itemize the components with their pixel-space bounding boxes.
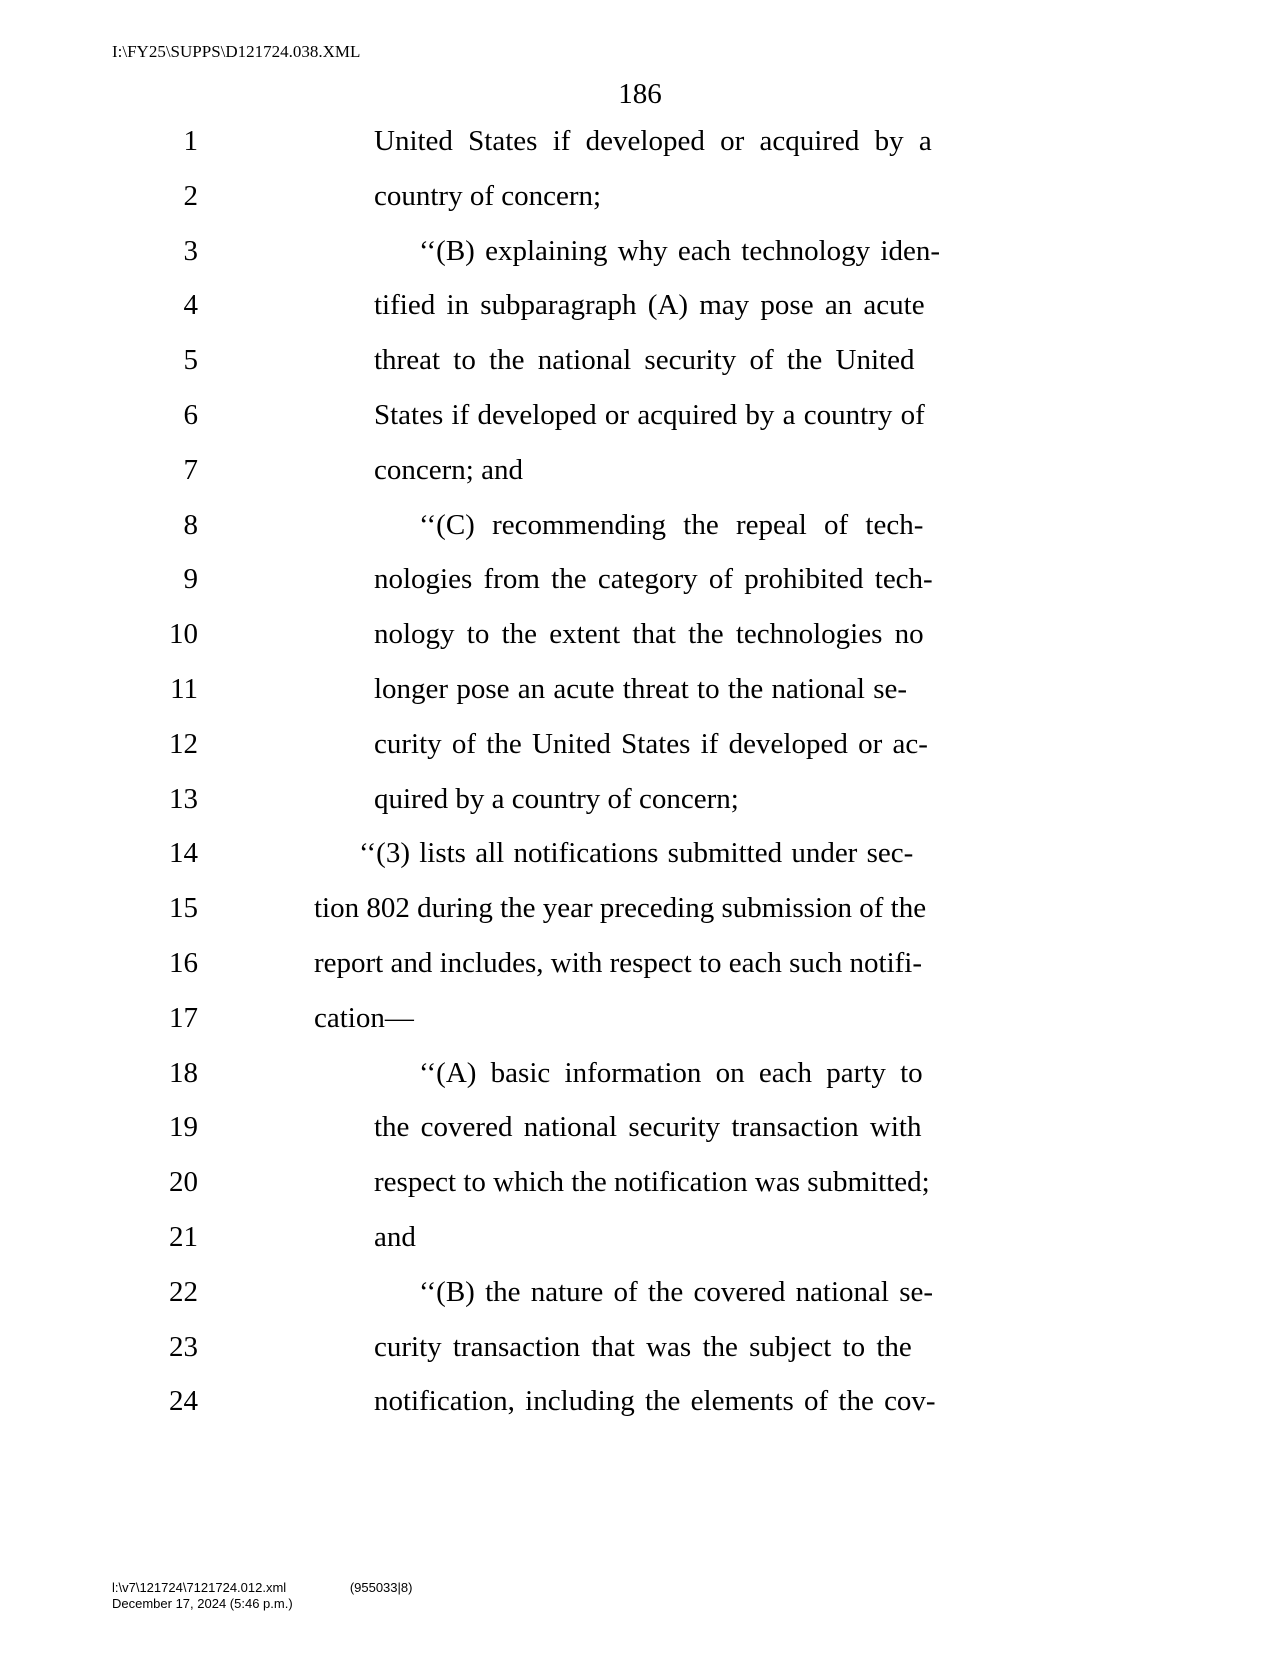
page-number: 186 <box>0 78 1280 111</box>
line-text: nology to the extent that the technologi… <box>244 618 998 651</box>
line-text: curity transaction that was the subject … <box>244 1331 998 1364</box>
line-text: ‘‘(B) the nature of the covered national… <box>244 1276 998 1309</box>
footer-path: l:\v7\121724\7121724.012.xml <box>112 1580 286 1595</box>
line-number: 18 <box>128 1057 244 1090</box>
bill-line: 20respect to which the notification was … <box>128 1166 998 1221</box>
footer-meta: (955033|8) <box>350 1580 413 1596</box>
bill-line: 15tion 802 during the year preceding sub… <box>128 892 998 947</box>
line-number: 9 <box>128 563 244 596</box>
bill-line: 23curity transaction that was the subjec… <box>128 1331 998 1386</box>
line-text: ‘‘(3) lists all notifications submitted … <box>244 837 998 870</box>
line-text: cation— <box>244 1002 998 1035</box>
line-number: 12 <box>128 728 244 761</box>
line-text: States if developed or acquired by a cou… <box>244 399 998 432</box>
bill-line: 18‘‘(A) basic information on each party … <box>128 1057 998 1112</box>
line-number: 3 <box>128 235 244 268</box>
bill-line: 3‘‘(B) explaining why each technology id… <box>128 235 998 290</box>
bill-line: 4tified in subparagraph (A) may pose an … <box>128 289 998 344</box>
line-text: the covered national security transactio… <box>244 1111 998 1144</box>
line-number: 23 <box>128 1331 244 1364</box>
line-number: 6 <box>128 399 244 432</box>
line-text: curity of the United States if developed… <box>244 728 998 761</box>
bill-line: 6States if developed or acquired by a co… <box>128 399 998 454</box>
line-text: ‘‘(B) explaining why each technology ide… <box>244 235 998 268</box>
line-number: 5 <box>128 344 244 377</box>
line-text: country of concern; <box>244 180 998 213</box>
line-number: 8 <box>128 509 244 542</box>
line-number: 7 <box>128 454 244 487</box>
line-text: quired by a country of concern; <box>244 783 998 816</box>
bill-line: 7concern; and <box>128 454 998 509</box>
line-number: 19 <box>128 1111 244 1144</box>
line-number: 11 <box>128 673 244 706</box>
line-text: concern; and <box>244 454 998 487</box>
bill-line: 14‘‘(3) lists all notifications submitte… <box>128 837 998 892</box>
bill-line: 10nology to the extent that the technolo… <box>128 618 998 673</box>
bill-line: 5threat to the national security of the … <box>128 344 998 399</box>
bill-line: 17cation— <box>128 1002 998 1057</box>
bill-line: 12curity of the United States if develop… <box>128 728 998 783</box>
line-number: 1 <box>128 125 244 158</box>
bill-line: 1United States if developed or acquired … <box>128 125 998 180</box>
line-number: 10 <box>128 618 244 651</box>
line-text: ‘‘(A) basic information on each party to <box>244 1057 998 1090</box>
line-number: 13 <box>128 783 244 816</box>
bill-text-body: 1United States if developed or acquired … <box>128 125 998 1440</box>
bill-line: 2country of concern; <box>128 180 998 235</box>
bill-line: 19the covered national security transact… <box>128 1111 998 1166</box>
line-text: nologies from the category of prohibited… <box>244 563 998 596</box>
bill-line: 16report and includes, with respect to e… <box>128 947 998 1002</box>
line-number: 2 <box>128 180 244 213</box>
line-text: tion 802 during the year preceding submi… <box>244 892 998 925</box>
line-number: 16 <box>128 947 244 980</box>
line-number: 17 <box>128 1002 244 1035</box>
footer: l:\v7\121724\7121724.012.xml (955033|8) … <box>112 1580 412 1613</box>
bill-line: 8‘‘(C) recommending the repeal of tech- <box>128 509 998 564</box>
line-text: tified in subparagraph (A) may pose an a… <box>244 289 998 322</box>
footer-date: December 17, 2024 (5:46 p.m.) <box>112 1596 412 1612</box>
bill-line: 11longer pose an acute threat to the nat… <box>128 673 998 728</box>
line-text: and <box>244 1221 998 1254</box>
line-text: respect to which the notification was su… <box>244 1166 998 1199</box>
line-number: 14 <box>128 837 244 870</box>
line-number: 20 <box>128 1166 244 1199</box>
bill-line: 24notification, including the elements o… <box>128 1385 998 1440</box>
bill-line: 21and <box>128 1221 998 1276</box>
header-file-path: I:\FY25\SUPPS\D121724.038.XML <box>112 42 360 62</box>
line-number: 21 <box>128 1221 244 1254</box>
bill-line: 13quired by a country of concern; <box>128 783 998 838</box>
line-text: report and includes, with respect to eac… <box>244 947 998 980</box>
line-number: 15 <box>128 892 244 925</box>
line-text: threat to the national security of the U… <box>244 344 998 377</box>
line-text: United States if developed or acquired b… <box>244 125 998 158</box>
bill-line: 22‘‘(B) the nature of the covered nation… <box>128 1276 998 1331</box>
line-number: 4 <box>128 289 244 322</box>
bill-line: 9nologies from the category of prohibite… <box>128 563 998 618</box>
line-text: longer pose an acute threat to the natio… <box>244 673 998 706</box>
line-text: ‘‘(C) recommending the repeal of tech- <box>244 509 998 542</box>
line-number: 22 <box>128 1276 244 1309</box>
line-text: notification, including the elements of … <box>244 1385 998 1418</box>
line-number: 24 <box>128 1385 244 1418</box>
